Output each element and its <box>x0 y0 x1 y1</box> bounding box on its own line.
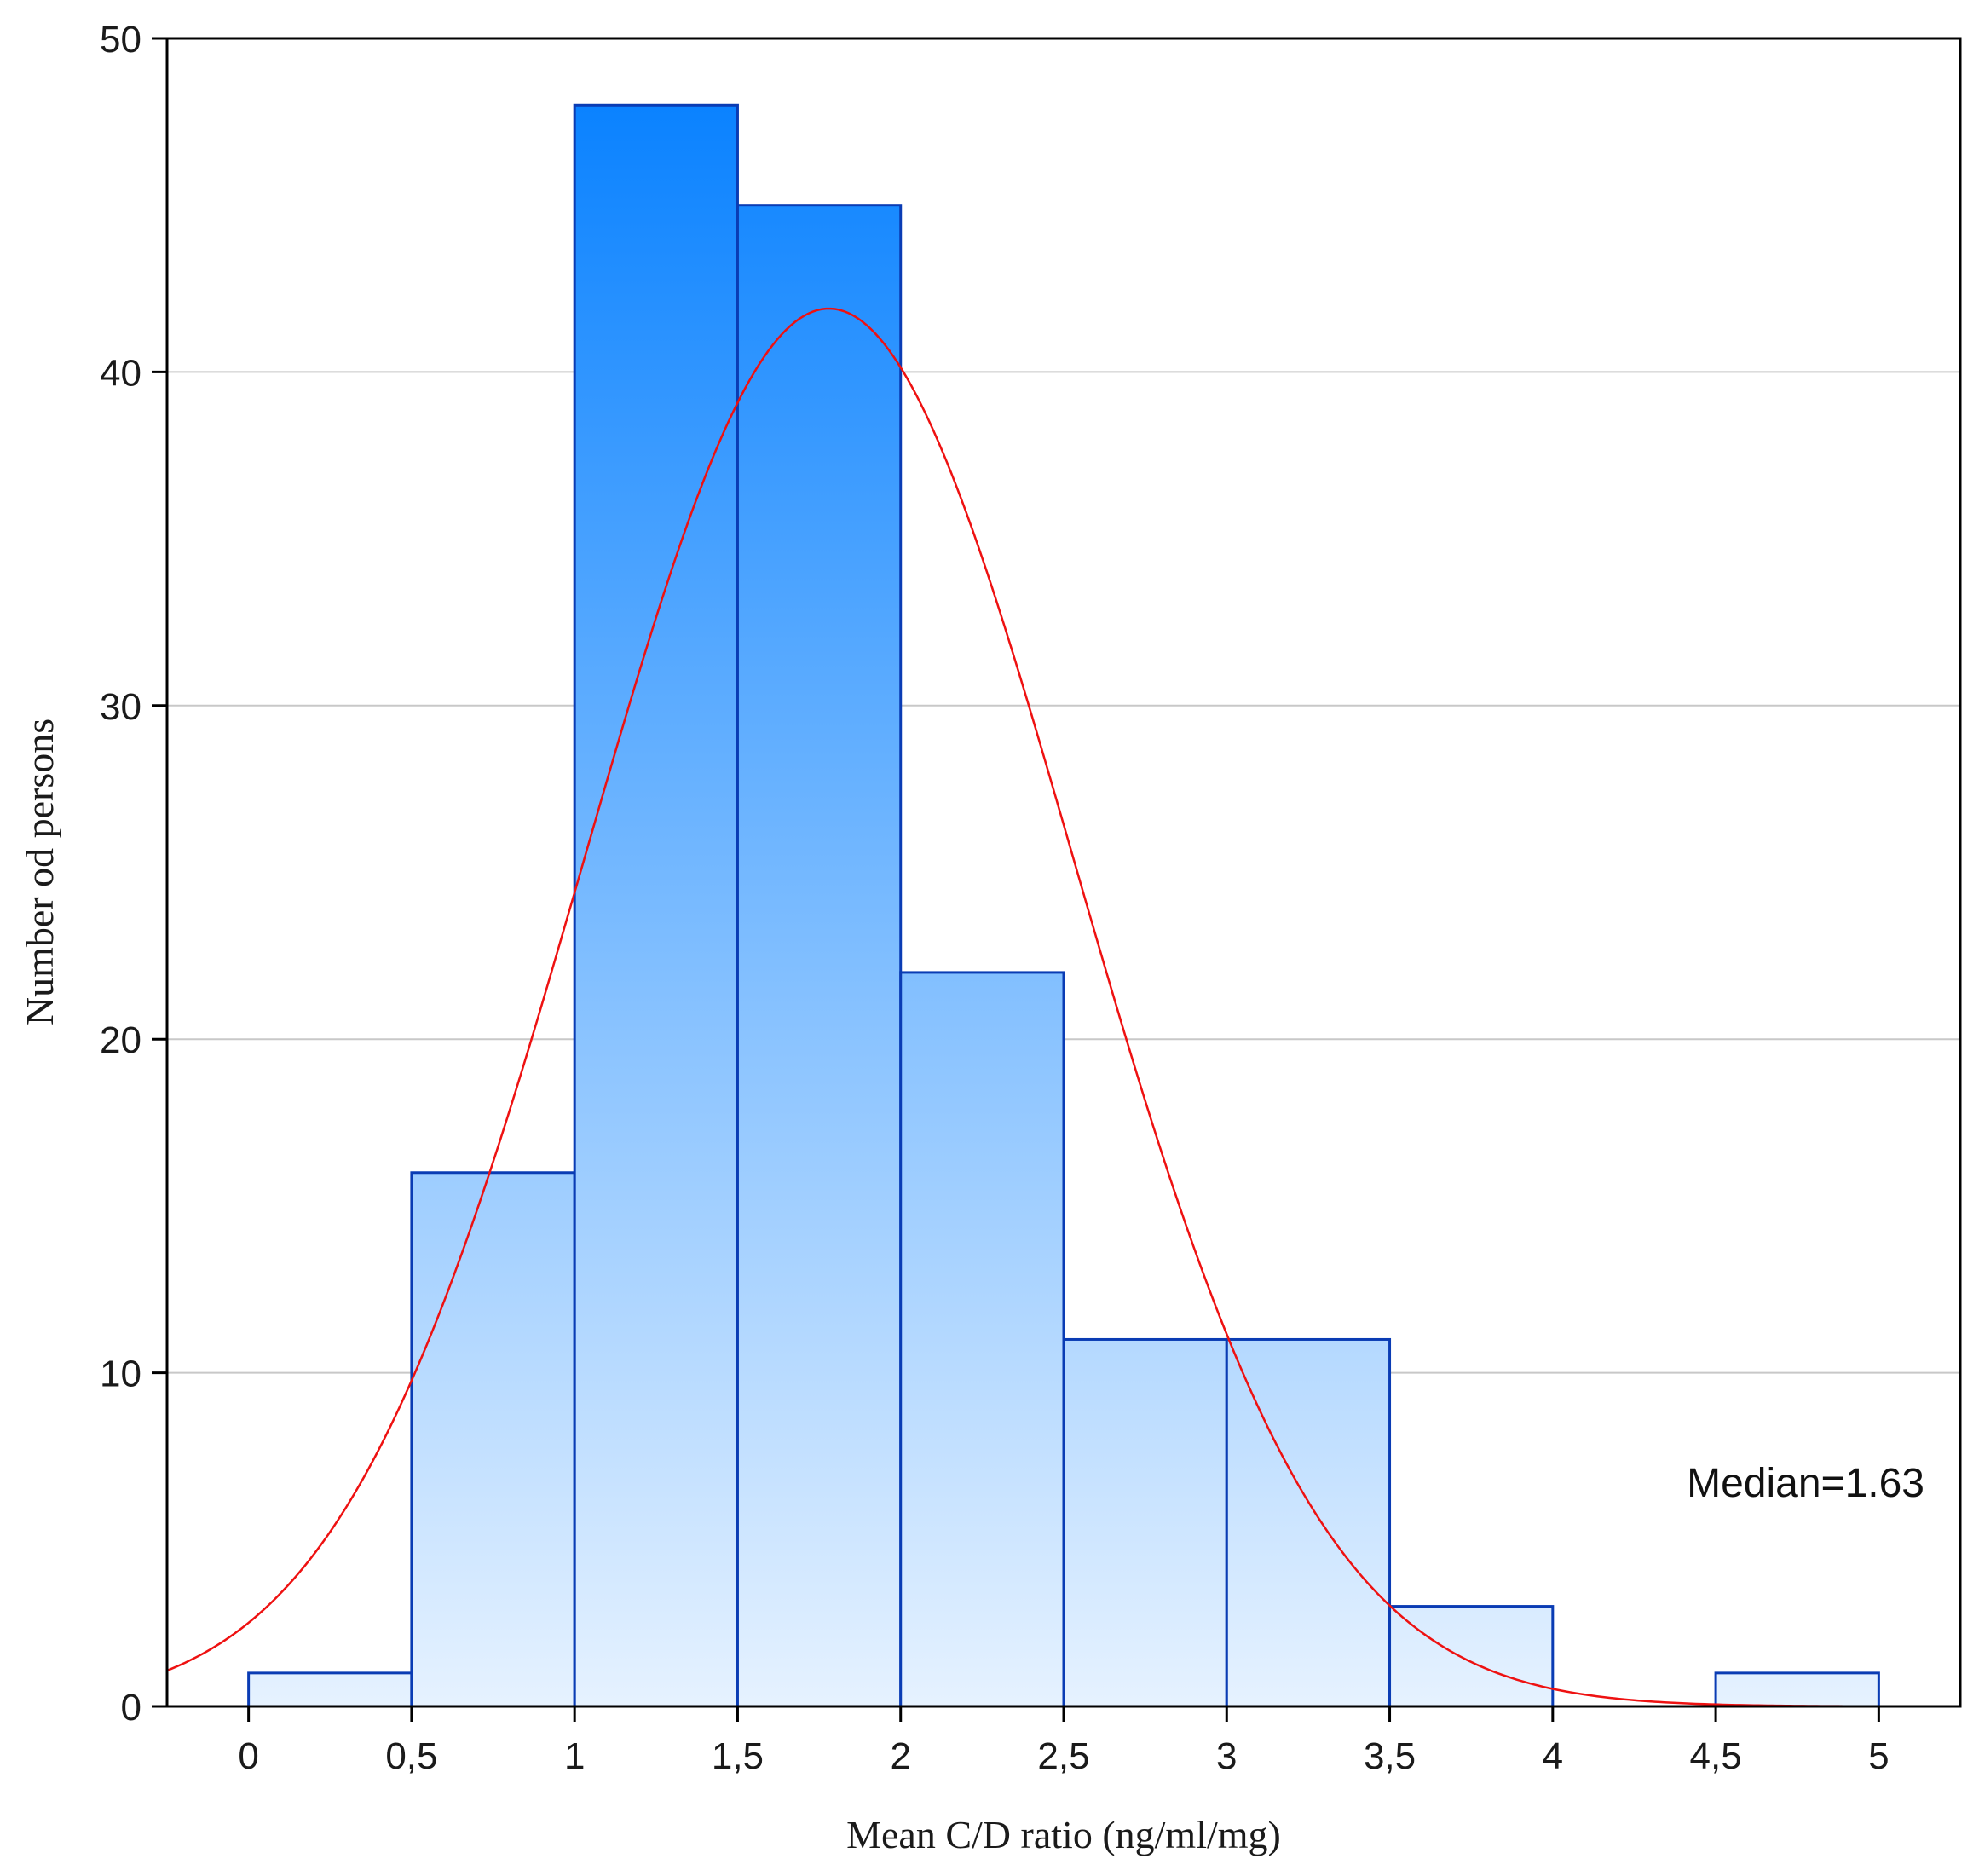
x-tick-label: 3 <box>1216 1735 1237 1777</box>
x-tick-label: 4,5 <box>1690 1735 1742 1777</box>
x-tick-label: 5 <box>1868 1735 1889 1777</box>
histogram-bar <box>410 1171 576 1708</box>
histogram-bar <box>736 204 903 1708</box>
x-tick-label: 0,5 <box>385 1735 437 1777</box>
histogram-bar <box>1714 1671 1880 1708</box>
y-tick-label: 40 <box>100 352 141 394</box>
x-axis-title: Mean C/D ratio (ng/ml/mg) <box>846 1813 1281 1856</box>
histogram-bars <box>247 103 1880 1708</box>
y-tick-label: 0 <box>121 1687 141 1729</box>
x-tick-label: 2,5 <box>1037 1735 1089 1777</box>
x-axis-ticks: 0 0,5 1 1,5 2 2,5 3 3,5 4 4,5 5 <box>238 1706 1890 1777</box>
y-axis-title: Number od persons <box>18 719 61 1025</box>
histogram-bar <box>1225 1337 1392 1708</box>
histogram-bar <box>899 971 1065 1708</box>
y-axis-ticks: 0 10 20 30 40 50 <box>100 19 167 1729</box>
histogram-bar <box>247 1671 413 1708</box>
x-tick-label: 4 <box>1543 1735 1563 1777</box>
histogram-bar <box>573 103 739 1708</box>
normal-curve-layer <box>167 307 1960 1706</box>
y-tick-label: 30 <box>100 686 141 728</box>
median-annotation: Median=1.63 <box>1687 1461 1924 1506</box>
histogram-bar <box>1388 1605 1555 1708</box>
y-tick-label: 10 <box>100 1354 141 1395</box>
x-tick-label: 1,5 <box>712 1735 764 1777</box>
x-tick-label: 0 <box>238 1735 258 1777</box>
x-tick-label: 2 <box>890 1735 910 1777</box>
x-tick-label: 3,5 <box>1364 1735 1416 1777</box>
y-tick-label: 20 <box>100 1019 141 1061</box>
normal-curve <box>167 307 1960 1706</box>
y-tick-label: 50 <box>100 19 141 61</box>
x-tick-label: 1 <box>564 1735 585 1777</box>
histogram-bar <box>1062 1337 1228 1708</box>
